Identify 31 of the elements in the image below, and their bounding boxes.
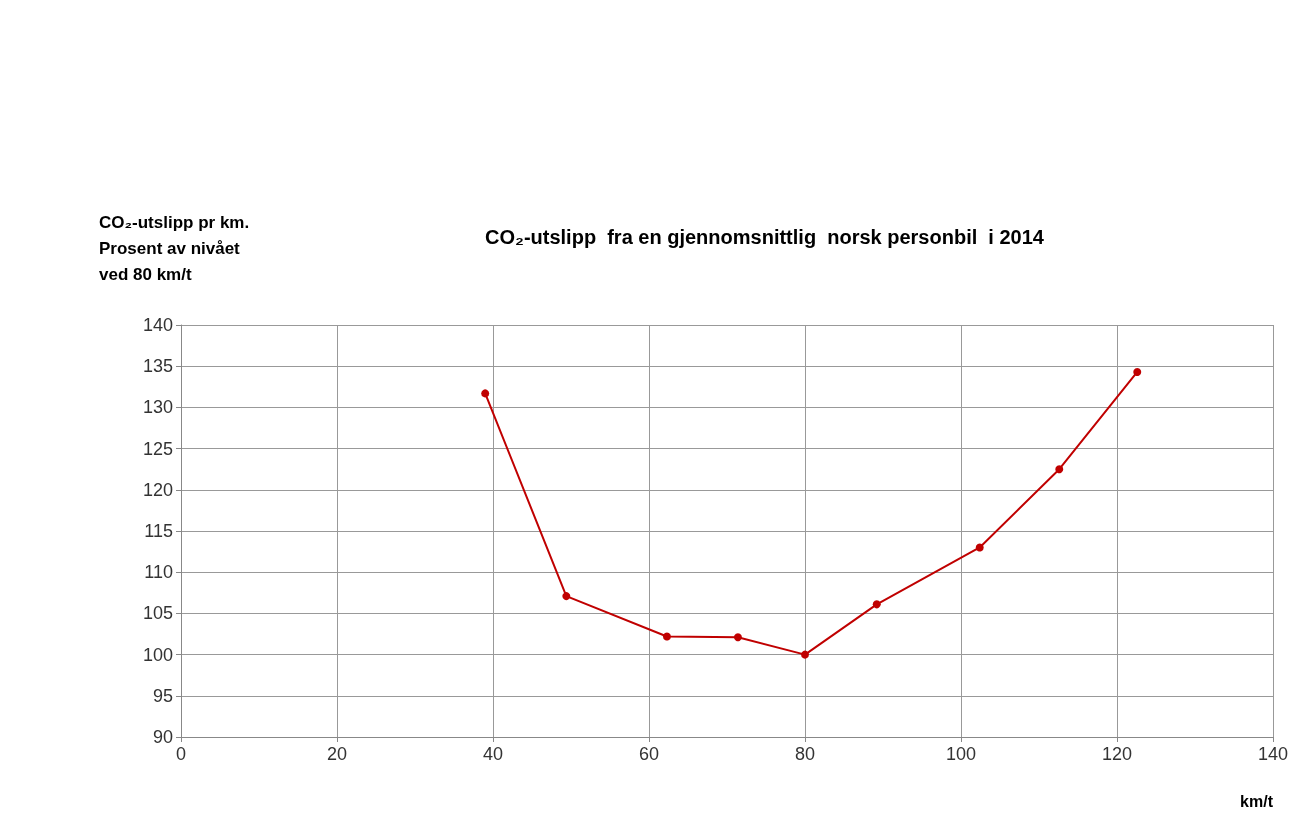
y-tick-label: 100 [142, 644, 173, 665]
y-tick-label: 120 [142, 479, 173, 500]
point [481, 389, 490, 398]
y-tick-label: 115 [144, 521, 173, 541]
point [975, 543, 984, 552]
x-tick-label: 120 [1101, 744, 1133, 764]
y-tick-label: 135 [142, 356, 173, 377]
x-tick-label: 80 [794, 744, 816, 764]
chart-title: CO₂-utslipp fra en gjennomsnittlig norsk personbil i 2014 [485, 226, 1045, 248]
point [662, 632, 671, 641]
x-tick-label: 140 [1257, 744, 1289, 764]
y-tick-label: 140 [142, 315, 173, 335]
x-tick-label: 0 [175, 744, 187, 764]
y-tick-label: 130 [142, 397, 173, 418]
point [872, 600, 881, 609]
x-tick-label: 60 [638, 744, 660, 764]
point [733, 633, 742, 642]
x-tick-label: 40 [482, 744, 504, 764]
y-tick-label: 90 [152, 727, 173, 747]
y-tick-label: 105 [142, 603, 173, 624]
y-tick-label: 125 [142, 438, 173, 459]
point [562, 592, 571, 601]
y-tick-label: 110 [144, 562, 173, 583]
x-tick-label: 20 [326, 744, 348, 764]
y-tick-label: 95 [152, 685, 173, 706]
point [1133, 367, 1142, 376]
x-axis-title: km/t [1240, 792, 1274, 810]
point [801, 650, 809, 659]
y-axis-title: CO₂-utslipp pr km. Prosent av nivået ved 80 km/t [99, 212, 250, 284]
point [1055, 465, 1064, 474]
x-tick-label: 100 [945, 744, 977, 764]
